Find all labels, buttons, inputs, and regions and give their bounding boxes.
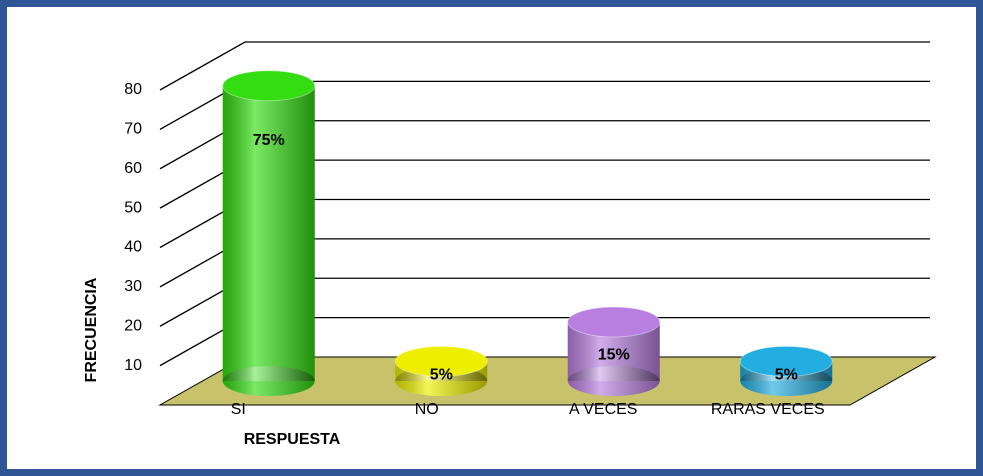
bar-top [222, 70, 316, 102]
bar-shade [222, 85, 315, 381]
y-tick-label: 80 [124, 81, 142, 98]
x-tick-label: A VECES [569, 401, 637, 418]
x-tick-label: RARAS VECES [711, 401, 825, 418]
bar-bottom-shade [567, 366, 660, 396]
grid-line [159, 41, 930, 91]
value-label: 15% [598, 347, 630, 364]
value-label: 5% [775, 366, 798, 383]
bar-bottom-shade [222, 366, 315, 396]
bar-top [567, 306, 661, 338]
y-tick-label: 50 [124, 199, 142, 216]
y-tick-label: 30 [124, 278, 142, 295]
y-tick-label: 20 [124, 317, 142, 334]
value-label: 75% [253, 132, 285, 149]
y-tick-label: 10 [124, 357, 142, 374]
value-label: 5% [430, 366, 453, 383]
x-axis-title: RESPUESTA [244, 431, 341, 448]
x-tick-label: SI [231, 401, 246, 418]
y-tick-label: 60 [124, 160, 142, 177]
y-tick-label: 40 [124, 239, 142, 256]
bar-top [739, 345, 833, 377]
x-tick-label: NO [415, 401, 439, 418]
y-axis-title: FRECUENCIA [83, 277, 100, 382]
bar-top [394, 345, 488, 377]
y-tick-label: 70 [124, 121, 142, 138]
cylinder [222, 85, 315, 396]
